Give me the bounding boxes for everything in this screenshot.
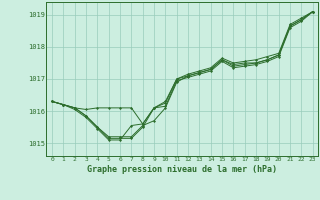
X-axis label: Graphe pression niveau de la mer (hPa): Graphe pression niveau de la mer (hPa): [87, 165, 277, 174]
